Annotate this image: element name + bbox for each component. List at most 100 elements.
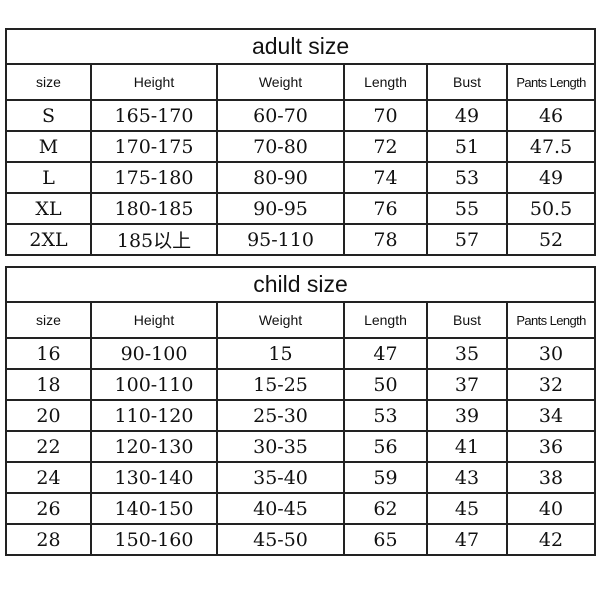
table-cell: 37 <box>426 368 508 401</box>
table-cell: 170-175 <box>90 130 218 163</box>
table-cell: 47 <box>426 523 508 556</box>
table-title-row: adult size <box>4 28 597 65</box>
table-cell: 62 <box>343 492 428 525</box>
table-cell: 140-150 <box>90 492 218 525</box>
column-header: Pants Length <box>505 301 597 339</box>
table-row: S 165-170 60-70 70 49 46 <box>5 99 597 132</box>
table-cell: 57 <box>426 223 508 256</box>
table-row: 16 90-100 15 47 35 30 <box>5 337 597 370</box>
table-cell: 22 <box>5 430 92 463</box>
table-cell: 95-110 <box>216 223 345 256</box>
column-header: Bust <box>426 301 508 339</box>
table-cell: 70-80 <box>216 130 345 163</box>
table-cell: 16 <box>5 337 92 370</box>
column-header: size <box>5 63 92 101</box>
table-cell: 53 <box>343 399 428 432</box>
table-row: M 170-175 70-80 72 51 47.5 <box>5 130 597 163</box>
table-cell: 28 <box>5 523 92 556</box>
table-cell: 20 <box>5 399 92 432</box>
table-cell: 18 <box>5 368 92 401</box>
table-cell: 70 <box>343 99 428 132</box>
table-cell: 42 <box>505 523 597 556</box>
table-row: 24 130-140 35-40 59 43 38 <box>5 461 597 494</box>
table-cell: 185以上 <box>90 223 218 256</box>
table-row: 22 120-130 30-35 56 41 36 <box>5 430 597 463</box>
table-cell: 47 <box>343 337 428 370</box>
table-cell: 165-170 <box>90 99 218 132</box>
table-cell: 90-95 <box>216 192 345 225</box>
table-cell: 55 <box>426 192 508 225</box>
table-cell: 52 <box>505 223 597 256</box>
table-cell: 49 <box>426 99 508 132</box>
table-cell: 130-140 <box>90 461 218 494</box>
table-cell: L <box>5 161 92 194</box>
table-row: 28 150-160 45-50 65 47 42 <box>5 523 597 556</box>
column-header: Height <box>90 301 218 339</box>
table-cell: S <box>5 99 92 132</box>
table-cell: 38 <box>505 461 597 494</box>
table-cell: 150-160 <box>90 523 218 556</box>
table-cell: 46 <box>505 99 597 132</box>
table-row: 18 100-110 15-25 50 37 32 <box>5 368 597 401</box>
table-cell: 72 <box>343 130 428 163</box>
table-cell: 49 <box>505 161 597 194</box>
table-cell: 35-40 <box>216 461 345 494</box>
table-cell: 35 <box>426 337 508 370</box>
table-cell: 45-50 <box>216 523 345 556</box>
table-cell: 30-35 <box>216 430 345 463</box>
table-cell: 53 <box>426 161 508 194</box>
table-cell: 30 <box>505 337 597 370</box>
table-cell: 50 <box>343 368 428 401</box>
table-cell: 15 <box>216 337 345 370</box>
header-row: size Height Weight Length Bust Pants Length <box>5 301 597 339</box>
adult-size-table: adult size size Height Weight Length Bust Pant… <box>4 28 597 256</box>
table-title: child size <box>4 266 597 303</box>
table-cell: 15-25 <box>216 368 345 401</box>
table-row: 26 140-150 40-45 62 45 40 <box>5 492 597 525</box>
table-cell: 76 <box>343 192 428 225</box>
table-cell: 80-90 <box>216 161 345 194</box>
table-cell: 78 <box>343 223 428 256</box>
table-cell: 59 <box>343 461 428 494</box>
table-cell: 40-45 <box>216 492 345 525</box>
table-cell: M <box>5 130 92 163</box>
header-row: size Height Weight Length Bust Pants Length <box>5 63 597 101</box>
column-header: Weight <box>216 63 345 101</box>
table-row: L 175-180 80-90 74 53 49 <box>5 161 597 194</box>
table-row: 20 110-120 25-30 53 39 34 <box>5 399 597 432</box>
table-row: XL 180-185 90-95 76 55 50.5 <box>5 192 597 225</box>
column-header: Bust <box>426 63 508 101</box>
table-cell: 2XL <box>5 223 92 256</box>
child-size-table: child size size Height Weight Length Bust Pant… <box>4 266 597 556</box>
table-cell: 32 <box>505 368 597 401</box>
table-cell: 45 <box>426 492 508 525</box>
table-cell: 36 <box>505 430 597 463</box>
table-cell: 60-70 <box>216 99 345 132</box>
table-cell: 175-180 <box>90 161 218 194</box>
table-cell: 34 <box>505 399 597 432</box>
column-header: size <box>5 301 92 339</box>
table-cell: 100-110 <box>90 368 218 401</box>
table-cell: 40 <box>505 492 597 525</box>
table-cell: 41 <box>426 430 508 463</box>
column-header: Pants Length <box>505 63 597 101</box>
table-cell: XL <box>5 192 92 225</box>
table-cell: 56 <box>343 430 428 463</box>
table-cell: 110-120 <box>90 399 218 432</box>
table-cell: 51 <box>426 130 508 163</box>
table-title: adult size <box>4 28 597 65</box>
table-cell: 25-30 <box>216 399 345 432</box>
table-row: 2XL 185以上 95-110 78 57 52 <box>5 223 597 256</box>
table-cell: 50.5 <box>505 192 597 225</box>
table-cell: 24 <box>5 461 92 494</box>
table-cell: 39 <box>426 399 508 432</box>
table-cell: 74 <box>343 161 428 194</box>
column-header: Length <box>343 301 428 339</box>
table-title-row: child size <box>4 266 597 303</box>
table-cell: 65 <box>343 523 428 556</box>
column-header: Weight <box>216 301 345 339</box>
table-cell: 180-185 <box>90 192 218 225</box>
table-cell: 47.5 <box>505 130 597 163</box>
table-cell: 43 <box>426 461 508 494</box>
column-header: Height <box>90 63 218 101</box>
